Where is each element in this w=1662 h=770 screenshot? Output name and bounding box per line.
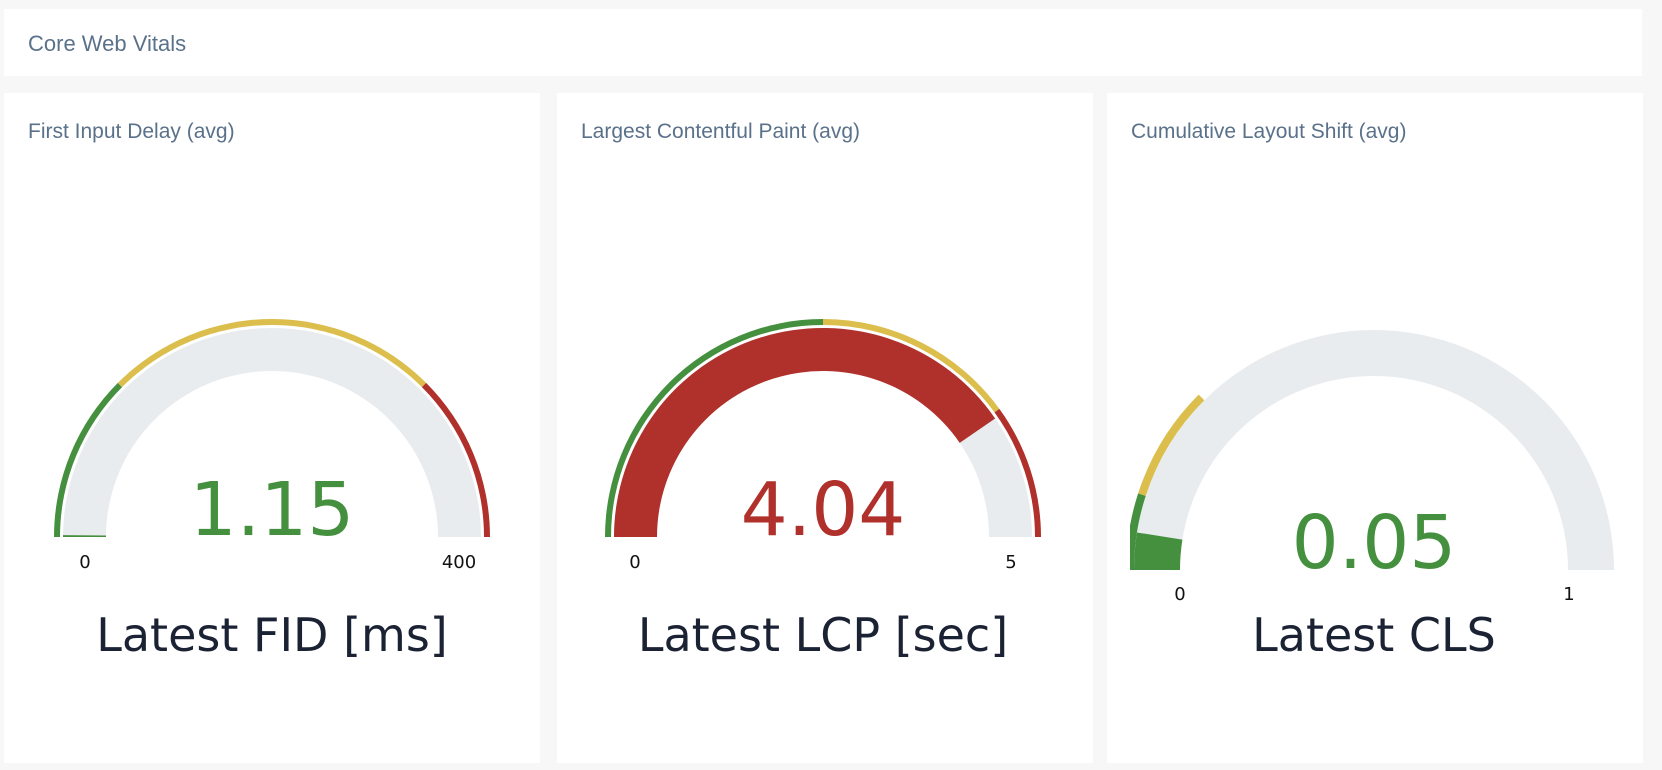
- gauge-value-fill: [1134, 532, 1183, 570]
- gauge-value: 4.04: [741, 467, 906, 553]
- dashboard-title: Core Web Vitals: [28, 31, 187, 56]
- gauge-threshold-needs_improvement: [117, 319, 427, 388]
- gauge-lcp: 4.04 0 5 Latest LCP [sec]: [605, 319, 1041, 662]
- panel-title[interactable]: Cumulative Layout Shift (avg): [1131, 120, 1407, 143]
- gauge-value-fill: [614, 328, 996, 537]
- gauge-track: [63, 328, 481, 537]
- gauge-min-label: 0: [79, 552, 90, 573]
- gauge-min-label: 0: [629, 552, 640, 573]
- dashboard-header: Core Web Vitals: [4, 9, 1642, 76]
- gauge-max-label: 400: [442, 552, 476, 573]
- panel-lcp: Largest Contentful Paint (avg) 4.04 0 5 Lat…: [557, 93, 1093, 763]
- gauge-value: 0.05: [1292, 500, 1457, 586]
- gauge-max-label: 5: [1005, 552, 1016, 573]
- panel-title[interactable]: First Input Delay (avg): [28, 120, 235, 143]
- panel-cls: Cumulative Layout Shift (avg) 0.05 0 1 Late…: [1107, 93, 1643, 763]
- gauge-value: 1.15: [190, 467, 355, 553]
- gauge-value-fill: [63, 535, 107, 537]
- panel-title[interactable]: Largest Contentful Paint (avg): [581, 120, 860, 143]
- gauge-threshold-needs_improvement: [823, 319, 1000, 413]
- gauge-fid: 1.15 0 400 Latest FID [ms]: [54, 319, 490, 662]
- gauge-track: [1134, 330, 1614, 570]
- gauge-threshold-needs_improvement: [1138, 394, 1205, 496]
- gauge-threshold-good: [1130, 493, 1146, 570]
- gauge-threshold-poor: [994, 408, 1041, 537]
- panel-fid: First Input Delay (avg) 1.15 0 400 Latest F…: [4, 93, 540, 763]
- gauge-min-label: 0: [1174, 584, 1185, 605]
- gauge-caption: Latest LCP [sec]: [638, 608, 1008, 662]
- gauge-caption: Latest CLS: [1252, 608, 1496, 662]
- gauge-cls: 0.05 0 1 Latest CLS: [1130, 330, 1614, 662]
- gauge-caption: Latest FID [ms]: [96, 608, 448, 662]
- gauge-max-label: 1: [1563, 584, 1574, 605]
